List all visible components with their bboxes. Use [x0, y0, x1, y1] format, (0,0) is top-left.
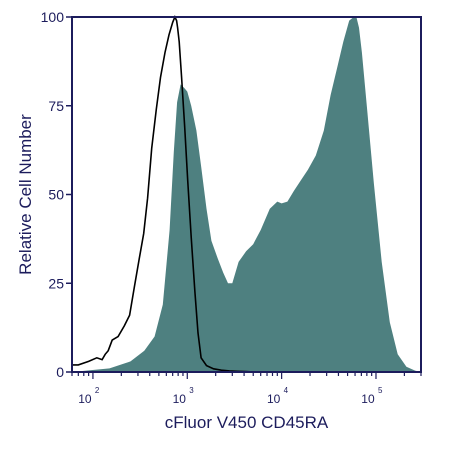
x-tick-label: 10: [78, 392, 92, 406]
outline-histogram-series: [72, 15, 273, 373]
y-tick-label: 25: [48, 275, 64, 291]
y-tick-label: 75: [48, 98, 64, 114]
x-tick-label: 10: [267, 392, 281, 406]
y-tick-label: 0: [56, 364, 64, 380]
x-tick-exponent: 4: [284, 386, 289, 395]
y-axis-label: Relative Cell Number: [16, 114, 35, 275]
y-tick-label: 50: [48, 187, 64, 203]
y-axis-ticks: 0 25 50 75 100: [41, 9, 72, 380]
x-tick-label: 10: [361, 392, 375, 406]
x-tick-exponent: 5: [378, 386, 383, 395]
x-tick-exponent: 3: [189, 386, 194, 395]
y-tick-label: 100: [41, 9, 65, 25]
x-tick-label: 10: [173, 392, 187, 406]
filled-histogram-series: [72, 17, 421, 372]
x-tick-exponent: 2: [95, 386, 100, 395]
x-axis-label: cFluor V450 CD45RA: [165, 413, 329, 432]
